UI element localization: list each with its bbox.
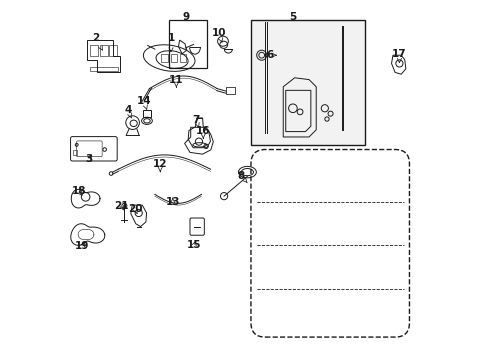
Text: 6: 6: [265, 50, 276, 60]
Bar: [109, 45, 117, 55]
Text: 12: 12: [153, 159, 167, 172]
Text: 14: 14: [137, 96, 151, 109]
Bar: [90, 45, 98, 55]
Bar: [73, 149, 77, 155]
Bar: [100, 45, 108, 55]
Text: 1: 1: [167, 33, 174, 52]
Text: 11: 11: [169, 75, 183, 87]
Text: 21: 21: [114, 201, 129, 211]
Bar: [89, 67, 118, 71]
Bar: [142, 110, 151, 117]
Text: 20: 20: [128, 204, 142, 215]
Text: 13: 13: [165, 197, 180, 207]
Bar: [250, 20, 364, 145]
Text: 9: 9: [183, 12, 189, 22]
Text: 7: 7: [192, 115, 200, 127]
Text: 16: 16: [196, 126, 210, 138]
Bar: [161, 54, 167, 62]
Text: 2: 2: [92, 33, 102, 50]
Bar: [180, 54, 186, 62]
Text: 5: 5: [289, 12, 296, 22]
Text: 4: 4: [124, 105, 131, 118]
Text: 8: 8: [237, 171, 247, 183]
Text: 15: 15: [187, 240, 201, 250]
Bar: [225, 87, 234, 94]
Text: 18: 18: [72, 186, 86, 197]
Text: 19: 19: [75, 241, 89, 251]
Bar: [169, 20, 206, 68]
Text: 10: 10: [211, 28, 225, 42]
Text: 3: 3: [85, 154, 92, 164]
Text: 17: 17: [391, 49, 406, 63]
Bar: [171, 54, 177, 62]
